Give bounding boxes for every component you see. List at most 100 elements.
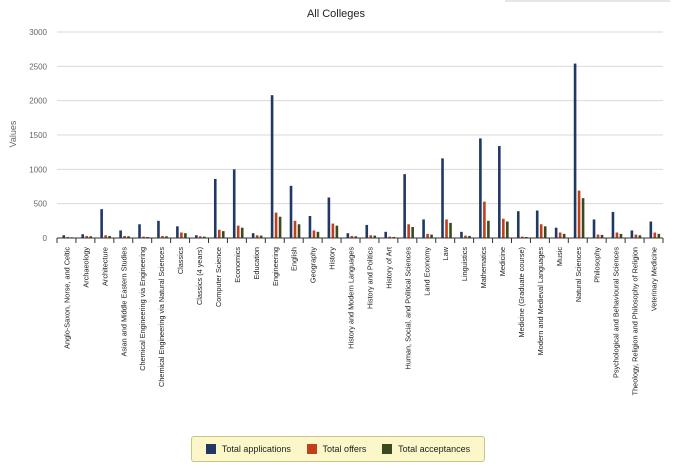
bar-total-applications <box>365 224 369 238</box>
bar-total-applications <box>630 230 634 238</box>
x-tick-label: Modern and Medieval Languages <box>536 247 545 356</box>
bar-total-acceptances <box>468 235 471 238</box>
bar-total-acceptances <box>165 236 168 238</box>
bar-total-acceptances <box>411 227 414 238</box>
x-tick-label: Music <box>555 247 564 266</box>
bar-total-offers <box>502 218 505 238</box>
x-tick-label: Medicine <box>498 247 507 276</box>
bar-total-offers <box>558 232 562 238</box>
legend-item: Total acceptances <box>382 444 470 454</box>
bar-total-acceptances <box>657 233 661 238</box>
x-tick-label: Land Economy <box>422 247 431 296</box>
bar-total-offers <box>596 234 600 238</box>
bar-total-offers <box>104 235 107 238</box>
x-tick-label: Linguistics <box>460 247 469 281</box>
legend-swatch <box>306 444 317 454</box>
bar-total-acceptances <box>600 234 604 238</box>
bar-total-offers <box>539 224 543 238</box>
bar-total-acceptances <box>581 198 585 238</box>
x-tick-label: Economics <box>233 247 242 283</box>
y-tick-label: 1500 <box>29 131 47 140</box>
x-tick-label: Engineering <box>271 247 280 286</box>
chart-title: All Colleges <box>307 8 366 20</box>
bar-total-applications <box>81 234 85 238</box>
legend-label: Total acceptances <box>398 444 471 454</box>
legend-swatch <box>382 444 393 454</box>
bar-total-acceptances <box>354 236 358 238</box>
bar-total-offers <box>634 234 638 238</box>
bar-total-applications <box>62 235 66 238</box>
bar-total-acceptances <box>278 216 282 238</box>
bar-total-offers <box>66 236 70 238</box>
legend-swatch <box>205 444 216 454</box>
bar-total-acceptances <box>89 236 93 238</box>
bar-total-applications <box>479 138 482 238</box>
bar-total-offers <box>445 219 448 238</box>
bar-total-offers <box>199 236 202 238</box>
bar-total-applications <box>422 219 425 238</box>
bar-total-applications <box>157 220 160 238</box>
bar-total-acceptances <box>259 235 263 238</box>
bar-total-acceptances <box>297 224 301 238</box>
bar-total-applications <box>611 211 615 238</box>
gridlines <box>57 31 663 239</box>
x-tick-label: History and Politics <box>365 247 374 309</box>
bar-total-applications <box>213 178 217 238</box>
bar-total-offers <box>350 235 354 238</box>
y-tick-label: 3000 <box>29 28 47 37</box>
bar-total-applications <box>138 224 141 238</box>
bar-total-acceptances <box>638 235 642 238</box>
bar-total-applications <box>573 63 577 239</box>
y-tick-label: 500 <box>34 200 48 209</box>
bar-total-acceptances <box>619 233 623 238</box>
bar-total-applications <box>384 231 388 238</box>
y-tick-labels: 0 500 1000 1500 2000 2500 3000 <box>29 28 47 243</box>
x-tick-label: Theology, Religion and Philosophy of Rel… <box>631 247 640 395</box>
legend-label: Total applications <box>221 444 291 454</box>
bar-total-acceptances <box>316 231 320 238</box>
bar-total-offers <box>217 229 221 238</box>
bar-total-applications <box>592 219 596 238</box>
y-axis-label: Values <box>8 120 18 147</box>
bar-total-offers <box>483 201 486 238</box>
x-tick-label: Computer Science <box>214 247 223 307</box>
bar-total-offers <box>236 225 240 238</box>
bar-total-applications <box>251 233 255 238</box>
bar-total-acceptances <box>430 234 433 238</box>
x-tick-label: Human, Social, and Political Sciences <box>403 247 412 370</box>
y-tick-label: 1000 <box>29 165 47 174</box>
bar-total-offers <box>255 235 259 238</box>
bar-total-acceptances <box>524 236 528 238</box>
bar-total-applications <box>516 211 520 238</box>
bar-total-acceptances <box>240 227 244 238</box>
bar-total-offers <box>407 224 410 238</box>
x-tick-label: Classics <box>176 247 185 275</box>
bar-total-applications <box>119 230 122 238</box>
bar-total-acceptances <box>543 226 547 238</box>
bar-total-offers <box>520 236 524 238</box>
y-tick-label: 0 <box>43 234 48 243</box>
bar-total-applications <box>308 216 312 238</box>
bar-total-offers <box>312 230 316 238</box>
bar-total-offers <box>369 235 373 238</box>
bars <box>62 63 661 239</box>
bar-total-acceptances <box>335 225 339 238</box>
bar-total-applications <box>403 174 406 238</box>
bar-total-acceptances <box>506 221 509 238</box>
bar-total-offers <box>85 235 89 238</box>
x-tick-label: Geography <box>309 247 318 283</box>
bar-total-applications <box>441 158 444 238</box>
bar-total-applications <box>270 95 274 238</box>
bar-total-applications <box>498 145 501 238</box>
x-tick-label: Medicine (Graduate course) <box>517 247 526 337</box>
x-tick-label: Mathematics <box>479 247 488 289</box>
x-tick-label: Veterinary Medicine <box>650 247 659 311</box>
bar-total-offers <box>577 190 581 238</box>
x-tick-label: Psychological and Behavioural Sciences <box>612 247 621 378</box>
bar-total-applications <box>535 210 539 238</box>
bar-total-acceptances <box>449 222 452 238</box>
bar-total-applications <box>346 233 350 238</box>
bar-total-acceptances <box>373 235 377 238</box>
top-strip <box>505 0 670 2</box>
